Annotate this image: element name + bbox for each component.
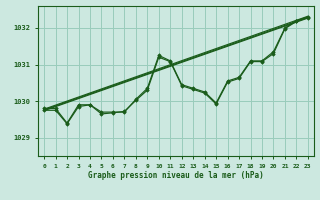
X-axis label: Graphe pression niveau de la mer (hPa): Graphe pression niveau de la mer (hPa) (88, 171, 264, 180)
